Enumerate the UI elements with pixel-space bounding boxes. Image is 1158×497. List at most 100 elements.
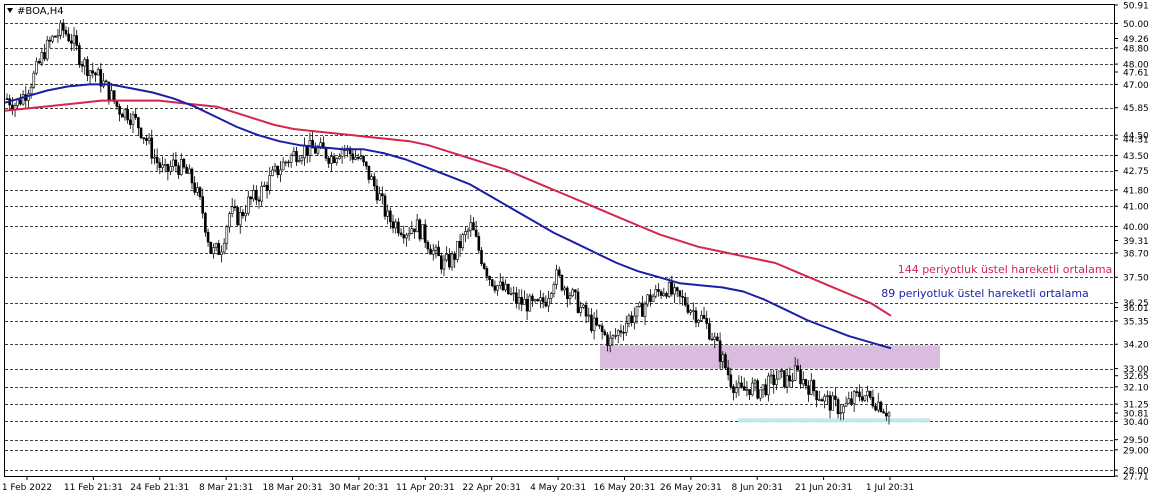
- candle-body: [716, 336, 719, 342]
- candle-body: [67, 33, 70, 42]
- candle-body: [276, 165, 280, 175]
- candle-body: [783, 370, 786, 388]
- candle-body: [182, 158, 186, 168]
- candle-body: [574, 289, 577, 293]
- candle-body: [5, 98, 9, 100]
- candle-body: [295, 151, 298, 163]
- candle-body: [330, 156, 333, 164]
- candle-body: [791, 379, 794, 382]
- candle-body: [490, 279, 494, 287]
- candle-body: [732, 386, 735, 393]
- candle-body: [753, 380, 757, 384]
- candle-body: [584, 304, 588, 317]
- candle-body: [729, 374, 733, 387]
- candle-body: [520, 297, 524, 305]
- candle-body: [700, 314, 703, 321]
- candle-body: [523, 299, 526, 305]
- y-tick-label: 33.00: [1123, 365, 1149, 375]
- candle-body: [126, 109, 129, 121]
- candle-body: [539, 297, 542, 302]
- candle-body: [775, 378, 778, 385]
- candle-body: [228, 213, 231, 228]
- candle-body: [268, 175, 272, 191]
- candle-body: [836, 399, 840, 415]
- candle-body: [839, 412, 843, 415]
- candle-body: [238, 212, 242, 226]
- candle-body: [737, 382, 741, 389]
- candle-body: [222, 242, 226, 253]
- candle-body: [456, 241, 459, 260]
- candle-body: [437, 246, 440, 257]
- y-tick-label: 45.85: [1123, 104, 1149, 114]
- candle-body: [616, 330, 620, 336]
- collapse-triangle-icon[interactable]: [7, 8, 13, 13]
- candle-body: [659, 291, 663, 296]
- candle-body: [507, 283, 510, 295]
- candle-body: [726, 367, 730, 376]
- candle-body: [694, 310, 698, 323]
- candle-body: [742, 386, 746, 391]
- candle-body: [359, 155, 363, 159]
- candle-body: [72, 35, 76, 44]
- candle-body: [118, 106, 121, 115]
- candle-body: [21, 94, 25, 105]
- ma144-line: [4, 99, 892, 317]
- candle-body: [482, 263, 486, 269]
- y-tick-label: 37.50: [1123, 274, 1149, 284]
- candle-body: [421, 224, 424, 240]
- candle-body: [651, 295, 655, 302]
- candle-body: [230, 206, 234, 214]
- candle-body: [244, 212, 247, 217]
- candle-body: [273, 165, 277, 171]
- candle-body: [378, 193, 381, 201]
- candle-body: [311, 140, 314, 149]
- candle-body: [788, 375, 792, 382]
- candle-body: [469, 222, 473, 231]
- candle-body: [555, 269, 558, 285]
- y-tick-label: 31.25: [1123, 401, 1149, 411]
- candle-body: [504, 283, 507, 291]
- candle-body: [327, 157, 331, 164]
- candle-body: [32, 72, 36, 88]
- candle-body: [48, 39, 52, 42]
- candle-body: [16, 99, 20, 106]
- candle-body: [59, 22, 62, 36]
- candle-body: [134, 113, 137, 118]
- candle-body: [86, 59, 89, 77]
- candle-body: [43, 52, 46, 60]
- candle-body: [756, 380, 759, 399]
- candle-body: [284, 161, 288, 164]
- candle-body: [155, 156, 159, 163]
- candle-body: [461, 234, 465, 249]
- candle-body: [405, 234, 408, 239]
- candle-body: [498, 281, 502, 286]
- candle-body: [799, 369, 802, 385]
- candle-body: [236, 207, 239, 226]
- candle-body: [171, 159, 175, 167]
- candle-body: [431, 249, 435, 255]
- candle-body: [828, 395, 832, 411]
- x-tick-label: 8 Mar 21:31: [199, 483, 253, 493]
- candle-body: [595, 317, 599, 326]
- y-tick-label: 44.31: [1123, 135, 1149, 145]
- candle-body: [131, 113, 135, 125]
- candle-body: [458, 241, 462, 249]
- candle-body: [681, 296, 684, 298]
- candle-body: [418, 219, 422, 240]
- candle-body: [474, 229, 478, 237]
- y-tick-label: 36.01: [1123, 304, 1149, 314]
- x-tick-label: 30 Mar 20:31: [329, 483, 389, 493]
- candle-body: [99, 69, 103, 87]
- candle-body: [850, 398, 853, 404]
- candle-body: [271, 169, 274, 176]
- candle-body: [493, 285, 497, 291]
- candle-body: [399, 232, 403, 235]
- candle-body: [767, 375, 770, 396]
- candle-body: [488, 276, 491, 280]
- candle-body: [120, 113, 124, 118]
- candle-body: [88, 70, 92, 77]
- candle-body: [579, 307, 583, 313]
- candle-body: [29, 86, 33, 95]
- candle-body: [110, 90, 113, 101]
